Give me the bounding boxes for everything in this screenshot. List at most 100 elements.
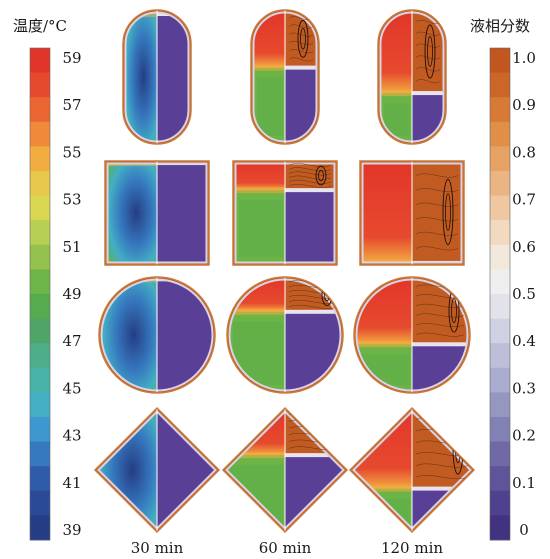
liquid-fraction-field — [105, 161, 209, 265]
temperature-colorbar-swatch — [30, 220, 50, 246]
panel-diamond-3 — [348, 406, 476, 534]
liquid-fraction-colorbar-swatch — [490, 121, 510, 147]
container-outline — [226, 276, 344, 394]
liquid-fraction-colorbar-swatch — [490, 72, 510, 98]
liquid-fraction-colorbar-swatch — [490, 466, 510, 492]
liquid-fraction-colorbar-swatch — [490, 515, 510, 541]
temperature-colorbar-tick-label: 39 — [62, 521, 81, 539]
liquid-fraction-colorbar-tick-label: 0.3 — [512, 379, 536, 397]
temperature-field — [354, 277, 412, 393]
column-label: 120 min — [381, 539, 443, 557]
temperature-colorbar-tick-label: 43 — [62, 427, 81, 445]
panel-grid — [93, 9, 476, 534]
liquid-fraction-colorbar-tick-label: 0.7 — [512, 191, 536, 209]
liquid-fraction-colorbar-swatch — [490, 97, 510, 123]
temperature-colorbar-swatch — [30, 171, 50, 196]
liquid-fraction-colorbar-swatch — [490, 195, 510, 221]
panel-capsule-3 — [377, 9, 447, 145]
temperature-field — [360, 161, 412, 265]
liquid-fraction-colorbar-tick-label: 0.2 — [512, 427, 536, 445]
liquid-fraction-colorbar-swatch — [490, 392, 510, 418]
liquid-fraction-colorbar-swatch — [490, 48, 510, 73]
panel-diamond-1 — [93, 406, 221, 534]
liquid-fraction-colorbar-swatch — [490, 220, 510, 246]
liquid-fraction-colorbar-swatch — [490, 318, 510, 344]
temperature-colorbar-tick-label: 41 — [62, 474, 81, 492]
temperature-field — [95, 408, 157, 532]
container-outline — [348, 406, 476, 534]
temperature-field — [99, 277, 157, 393]
panel-circle-3 — [353, 276, 471, 394]
temperature-colorbar-ticks: 59 57 55 53 51 49 47 45 43 41 39 — [62, 49, 81, 539]
liquid-fraction-colorbar-swatches — [489, 47, 511, 541]
liquid-fraction-colorbar-frame — [489, 47, 511, 541]
temperature-colorbar-swatch — [30, 441, 50, 467]
container-outline — [104, 160, 210, 266]
column-label: 30 min — [131, 539, 184, 557]
temperature-colorbar-swatch — [30, 195, 50, 221]
temperature-colorbar-swatch — [30, 417, 50, 442]
panel-diamond-2 — [221, 406, 349, 534]
temperature-colorbar-swatch — [30, 392, 50, 418]
liquid-fraction-colorbar-ticks: 1.0 0.9 0.8 0.7 0.6 0.5 0.4 0.3 0.2 0.1 0 — [512, 49, 536, 539]
temperature-colorbar-title: 温度/°C — [13, 17, 67, 35]
temperature-colorbar-tick-label: 55 — [62, 143, 81, 161]
panel-circle-2 — [226, 276, 344, 394]
column-label: 60 min — [259, 539, 312, 557]
temperature-colorbar-swatch — [30, 244, 50, 270]
liquid-fraction-colorbar-tick-label: 0.4 — [512, 332, 536, 350]
liquid-fraction-colorbar-tick-label: 0.1 — [512, 474, 536, 492]
liquid-fraction-colorbar-swatch — [490, 367, 510, 393]
temperature-colorbar-swatch — [30, 48, 50, 73]
container-outline — [98, 276, 216, 394]
liquid-fraction-colorbar-tick-label: 1.0 — [512, 49, 536, 67]
container-outline — [377, 9, 447, 145]
panel-square-2 — [232, 160, 338, 266]
temperature-colorbar-swatch — [30, 97, 50, 123]
liquid-fraction-colorbar-swatch — [490, 441, 510, 467]
container-outline — [221, 406, 349, 534]
temperature-colorbar-tick-label: 57 — [62, 96, 81, 114]
liquid-fraction-colorbar-swatch — [490, 417, 510, 442]
temperature-colorbar-swatch — [30, 121, 50, 147]
panel-square-3 — [359, 160, 465, 266]
liquid-fraction-colorbar: 液相分数 1.0 0.9 0.8 0.7 0.6 0.5 0.4 0.3 0.2 0.1 0 — [470, 17, 536, 541]
liquid-fraction-colorbar-swatch — [490, 490, 510, 516]
column-labels: 30 min 60 min 120 min — [131, 539, 444, 557]
temperature-colorbar-swatch — [30, 466, 50, 492]
liquid-fraction-colorbar-tick-label: 0 — [519, 521, 529, 539]
container-outline — [93, 406, 221, 534]
liquid-fraction-colorbar-tick-label: 0.5 — [512, 285, 536, 303]
liquid-fraction-colorbar-title: 液相分数 — [470, 17, 530, 35]
temperature-colorbar-tick-label: 59 — [62, 49, 81, 67]
container-outline — [359, 160, 465, 266]
container-outline — [122, 9, 192, 145]
temperature-colorbar: 温度/°C 59 57 55 53 51 49 47 45 43 41 39 — [13, 17, 82, 541]
temperature-colorbar-tick-label: 51 — [62, 238, 81, 256]
temperature-colorbar-frame — [29, 47, 51, 541]
liquid-fraction-colorbar-tick-label: 0.6 — [512, 238, 536, 256]
panel-capsule-1 — [122, 9, 192, 145]
liquid-fraction-colorbar-tick-label: 0.8 — [512, 143, 536, 161]
temperature-field — [227, 277, 285, 393]
temperature-colorbar-swatch — [30, 515, 50, 541]
container-outline — [232, 160, 338, 266]
panel-square-1 — [104, 160, 210, 266]
liquid-fraction-colorbar-swatch — [490, 294, 510, 319]
liquid-fraction-colorbar-tick-label: 0.9 — [512, 96, 536, 114]
temperature-field — [233, 161, 285, 265]
container-outline — [250, 9, 320, 145]
temperature-field — [223, 408, 285, 532]
panel-capsule-2 — [250, 9, 320, 145]
liquid-fraction-colorbar-swatch — [490, 244, 510, 270]
temperature-colorbar-tick-label: 47 — [62, 332, 81, 350]
panel-circle-1 — [98, 276, 216, 394]
temperature-colorbar-swatch — [30, 269, 50, 295]
liquid-fraction-colorbar-swatch — [490, 146, 510, 172]
temperature-colorbar-swatches — [29, 47, 51, 541]
temperature-colorbar-swatch — [30, 343, 50, 369]
temperature-colorbar-tick-label: 53 — [62, 191, 81, 209]
temperature-colorbar-tick-label: 45 — [62, 379, 81, 397]
temperature-colorbar-swatch — [30, 490, 50, 516]
